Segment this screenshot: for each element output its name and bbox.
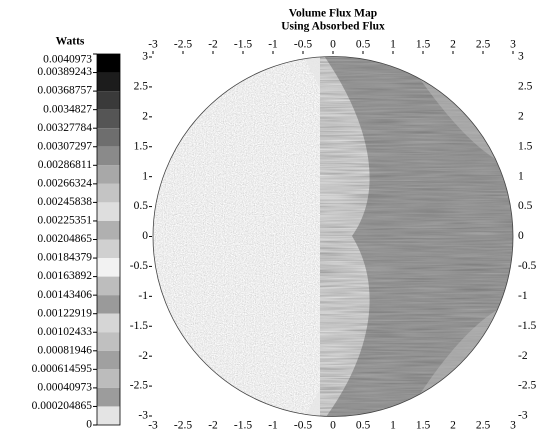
colorbar-segment (97, 240, 120, 259)
colorbar-tick-label: 0.00368757 (37, 85, 92, 97)
colorbar-tick-label: 0.00225351 (37, 215, 92, 227)
y-tick-label-right: 0 (518, 230, 524, 242)
colorbar-tick-label: 0.00184379 (37, 252, 92, 264)
y-tick-label-right: 1.5 (518, 140, 533, 152)
x-tick-label-top: 2 (450, 39, 456, 51)
colorbar-segment (97, 184, 120, 203)
colorbar-tick-label: 0.00245838 (37, 196, 92, 208)
x-tick-label-bottom: -1 (268, 420, 278, 432)
y-tick-label-right: -3 (518, 410, 528, 422)
colorbar-segment (97, 369, 120, 388)
colorbar-segment (97, 351, 120, 370)
colorbar-segment (97, 221, 120, 240)
x-tick-label-top: -1 (268, 39, 278, 51)
y-tick-label-right: -1 (518, 290, 528, 302)
x-tick-label-bottom: -2.5 (174, 420, 192, 432)
y-tick-label-right: 0.5 (518, 200, 533, 212)
colorbar-tick-label: 0.0034827 (43, 103, 92, 115)
colorbar-segment (97, 388, 120, 407)
x-tick-label-bottom: 3 (510, 420, 516, 432)
colorbar-segment (97, 73, 120, 92)
colorbar-segment (97, 277, 120, 296)
colorbar-segment (97, 165, 120, 184)
colorbar-segment (97, 54, 120, 73)
x-tick-label-top: 3 (510, 39, 516, 51)
colorbar-tick-label: 0.00040973 (37, 382, 92, 394)
x-tick-label-top: -0.5 (294, 39, 312, 51)
y-tick-label-right: 2 (518, 110, 524, 122)
colorbar-segment (97, 91, 120, 110)
y-tick-label-left: -3 (138, 410, 148, 422)
x-tick-label-bottom: -3 (148, 420, 158, 432)
x-tick-label-top: 0 (330, 39, 336, 51)
x-tick-label-top: -1.5 (234, 39, 252, 51)
y-tick-label-right: -2.5 (518, 380, 536, 392)
colorbar-tick-label: 0 (86, 419, 92, 431)
colorbar-tick-label: 0.00266324 (37, 177, 92, 189)
colorbar-tick-label: 0.000614595 (32, 363, 93, 375)
colorbar-label: Watts (56, 36, 85, 48)
colorbar-tick-label: 0.00102433 (37, 326, 92, 338)
colorbar-segment (97, 128, 120, 147)
y-tick-label-left: 0 (142, 230, 148, 242)
y-tick-label-left: -2 (138, 350, 148, 362)
colorbar-tick-label: 0.00389243 (37, 66, 92, 78)
colorbar-tick-label: 0.00204865 (37, 233, 92, 245)
x-tick-label-top: -3 (148, 39, 158, 51)
x-tick-label-top: 0.5 (356, 39, 371, 51)
colorbar-tick-label: 0.00163892 (37, 270, 92, 282)
x-tick-label-bottom: 2 (450, 420, 456, 432)
y-tick-label-left: 3 (142, 51, 148, 63)
x-tick-label-top: -2.5 (174, 39, 192, 51)
chart-title: Volume Flux Map (289, 8, 377, 20)
y-tick-label-right: -2 (518, 350, 528, 362)
x-tick-label-bottom: 1.5 (416, 420, 431, 432)
colorbar-segment (97, 314, 120, 333)
x-tick-label-top: 1.5 (416, 39, 431, 51)
x-tick-label-bottom: -1.5 (234, 420, 252, 432)
colorbar-tick-label: 0.00081946 (37, 344, 92, 356)
colorbar-tick-label: 0.000204865 (32, 400, 93, 412)
colorbar-segment (97, 332, 120, 351)
x-tick-label-bottom: -2 (208, 420, 218, 432)
y-tick-label-left: -2.5 (130, 380, 148, 392)
y-tick-label-left: 2 (142, 110, 148, 122)
colorbar-tick-label: 0.00307297 (37, 140, 92, 152)
y-tick-label-right: -1.5 (518, 320, 536, 332)
y-tick-label-left: -1.5 (130, 320, 148, 332)
x-tick-label-top: 2.5 (476, 39, 491, 51)
y-tick-label-left: 1 (142, 170, 148, 182)
x-tick-label-bottom: 0.5 (356, 420, 371, 432)
x-tick-label-bottom: -0.5 (294, 420, 312, 432)
colorbar-segment (97, 147, 120, 166)
y-tick-label-right: 1 (518, 170, 524, 182)
x-tick-label-bottom: 2.5 (476, 420, 491, 432)
x-tick-label-bottom: 0 (330, 420, 336, 432)
y-tick-label-left: 0.5 (134, 200, 149, 212)
colorbar-segment (97, 258, 120, 277)
colorbar-segment (97, 202, 120, 221)
x-tick-label-top: -2 (208, 39, 218, 51)
chart-subtitle: Using Absorbed Flux (281, 21, 385, 33)
colorbar-tick-label: 0.00143406 (37, 289, 92, 301)
colorbar-tick-label: 0.00327784 (37, 122, 92, 134)
y-tick-label-left: -0.5 (130, 260, 148, 272)
x-tick-label-bottom: 1 (390, 420, 396, 432)
colorbar-tick-label: 0.0040973 (43, 54, 92, 66)
colorbar-tick-label: 0.00122919 (37, 307, 92, 319)
chart: Volume Flux Map Using Absorbed Flux Watt… (0, 0, 549, 434)
y-tick-label-right: 2.5 (518, 81, 533, 93)
y-tick-label-right: -0.5 (518, 260, 536, 272)
colorbar-tick-label: 0.00286811 (38, 159, 92, 171)
colorbar-segment (97, 110, 120, 129)
colorbar-segment (97, 295, 120, 314)
colorbar-segment (97, 406, 120, 425)
y-tick-label-left: 1.5 (134, 140, 149, 152)
y-tick-label-right: 3 (518, 51, 524, 63)
y-tick-label-left: 2.5 (134, 81, 149, 93)
y-tick-label-left: -1 (138, 290, 148, 302)
x-tick-label-top: 1 (390, 39, 396, 51)
flux-map (150, 50, 520, 425)
